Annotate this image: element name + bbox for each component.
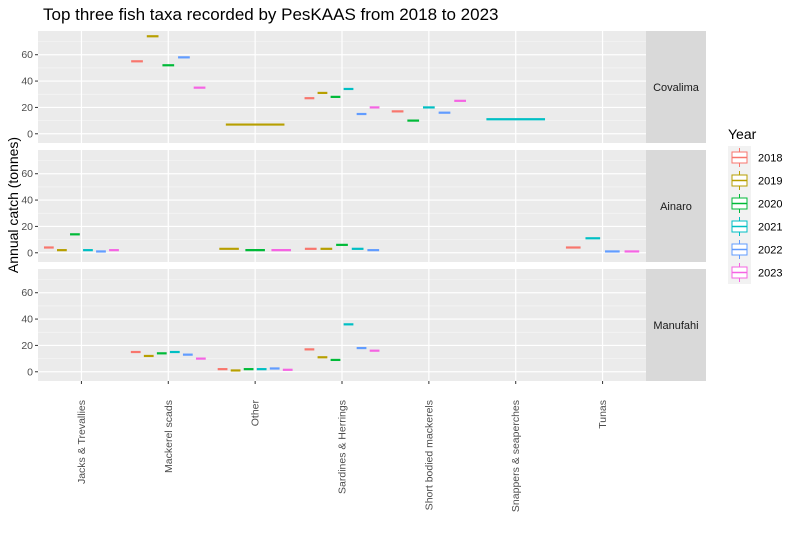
legend-item-2022: 2022: [728, 238, 782, 261]
legend-label: 2018: [758, 153, 782, 165]
legend-title: Year: [728, 126, 757, 142]
y-tick-label: 0: [27, 366, 33, 378]
strip-background: [646, 31, 706, 143]
y-tick-label: 0: [27, 128, 33, 140]
panel-covalima: 0 20 40 60 Covalima: [21, 31, 706, 143]
y-tick-label: 20: [21, 221, 33, 233]
x-axis: Jacks & Trevallies Mackerel scads Other Sar…: [76, 381, 609, 512]
legend-item-2023: 2023: [728, 261, 782, 284]
y-tick-label: 20: [21, 340, 33, 352]
panel-manufahi: 0 20 40 60 Manufahi: [21, 269, 706, 381]
y-tick-label: 0: [27, 247, 33, 259]
x-tick-label: Sardines & Herrings: [337, 400, 349, 494]
y-tick-label: 60: [21, 287, 33, 299]
strip-background: [646, 269, 706, 381]
legend-item-2021: 2021: [728, 215, 782, 238]
y-tick-label: 40: [21, 195, 33, 207]
legend-label: 2019: [758, 176, 782, 188]
y-axis-title: Annual catch (tonnes): [5, 137, 21, 273]
legend: Year 2018 2019 2020 2021 2022 2023: [728, 126, 782, 284]
strip-label: Manufahi: [653, 320, 698, 332]
legend-item-2019: 2019: [728, 169, 782, 192]
x-tick-label: Short bodied mackerels: [423, 400, 435, 510]
x-tick-label: Tunas: [597, 400, 609, 429]
legend-label: 2023: [758, 268, 782, 280]
facet-panels: 0 20 40 60 Covalima 0 20 40 60 Ainaro 0 20 40 60 Manuf…: [21, 31, 706, 381]
y-tick-label: 60: [21, 49, 33, 61]
legend-item-2020: 2020: [728, 192, 782, 215]
strip-label: Covalima: [653, 82, 700, 94]
legend-label: 2022: [758, 245, 782, 257]
legend-label: 2020: [758, 199, 782, 211]
legend-item-2018: 2018: [728, 146, 782, 169]
legend-label: 2021: [758, 222, 782, 234]
x-tick-label: Other: [250, 400, 262, 427]
x-tick-label: Jacks & Trevallies: [76, 400, 88, 484]
x-tick-label: Snappers & seaperches: [510, 400, 522, 512]
chart-title: Top three fish taxa recorded by PesKAAS …: [43, 5, 499, 24]
y-tick-label: 40: [21, 76, 33, 88]
y-tick-label: 40: [21, 314, 33, 326]
strip-background: [646, 150, 706, 262]
panel-ainaro: 0 20 40 60 Ainaro: [21, 150, 706, 262]
y-tick-label: 60: [21, 168, 33, 180]
y-tick-label: 20: [21, 102, 33, 114]
x-tick-label: Mackerel scads: [163, 400, 175, 473]
strip-label: Ainaro: [660, 201, 692, 213]
